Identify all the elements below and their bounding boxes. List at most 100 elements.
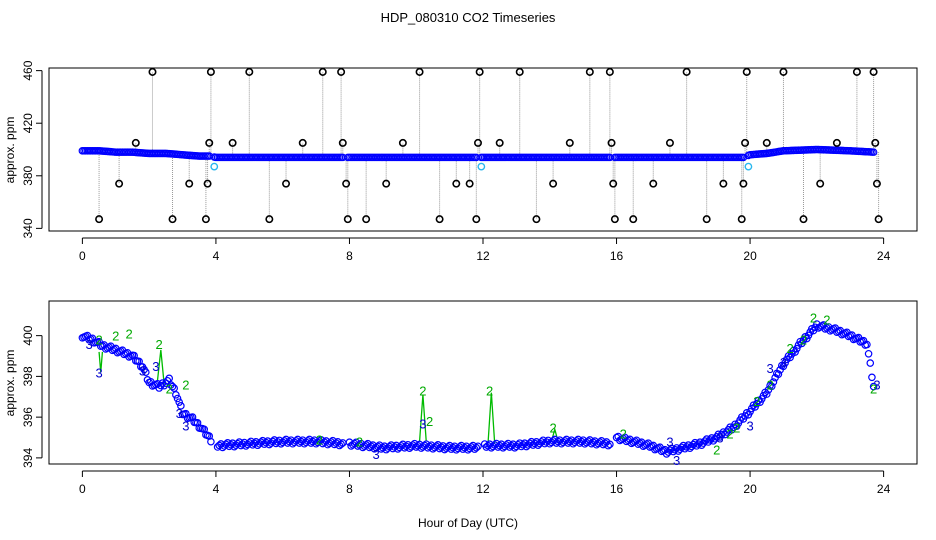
top-spike-point — [609, 179, 618, 188]
bottom-flag-2-label: 2 — [95, 333, 102, 348]
top-spike-point — [702, 215, 711, 224]
top-spike-point — [228, 138, 237, 147]
top-x-tick-label: 4 — [213, 249, 220, 263]
bottom-series-point — [762, 390, 771, 398]
top-x-tick-label: 16 — [610, 249, 624, 263]
top-spike-point — [318, 67, 327, 76]
top-spike-point — [95, 215, 104, 224]
bottom-x-tick-label: 4 — [213, 482, 220, 496]
top-cyan-point — [744, 162, 753, 171]
top-panel: 0 4 8 12 16 20 24 340 380 420 460 approx. ppm — [3, 60, 918, 263]
top-y-tick-label: 420 — [21, 113, 35, 133]
bottom-flag-2-label: 2 — [800, 333, 807, 348]
top-spike-point — [342, 179, 351, 188]
top-spike-point — [472, 215, 481, 224]
top-spike-point — [585, 67, 594, 76]
top-spike-point — [495, 138, 504, 147]
top-cyan-point — [477, 162, 486, 171]
bottom-flag-2-label: 2 — [426, 414, 433, 429]
top-spike-point — [610, 215, 619, 224]
bottom-axes: 0 4 8 12 16 20 24 394 396 398 400 — [21, 325, 891, 496]
bottom-x-tick-label: 0 — [79, 482, 86, 496]
top-spike-point — [665, 138, 674, 147]
top-y-tick-label: 340 — [21, 218, 35, 238]
top-x-tick-label: 20 — [743, 249, 757, 263]
bottom-flag-3-label: 3 — [152, 359, 159, 374]
bottom-series-point — [677, 443, 686, 452]
bottom-flag-3-label: 3 — [673, 453, 680, 468]
top-y-tick-label: 380 — [21, 165, 35, 185]
bottom-flag-2-label: 2 — [733, 420, 740, 435]
chart-title: HDP_080310 CO2 Timeseries — [381, 10, 556, 25]
bottom-flag-2-label: 2 — [112, 329, 119, 344]
bottom-flag-2-label: 2 — [713, 443, 720, 458]
top-spike-point — [549, 179, 558, 188]
top-spike-point — [265, 215, 274, 224]
top-y-tick-label: 460 — [21, 60, 35, 80]
top-spike-point — [415, 67, 424, 76]
top-spike-point — [362, 215, 371, 224]
top-spike-point — [629, 215, 638, 224]
top-spike-point — [872, 179, 881, 188]
bottom-flag-2-label: 2 — [316, 433, 323, 448]
bottom-flag-3-label: 3 — [182, 418, 189, 433]
top-spike-point — [475, 67, 484, 76]
bottom-series-point — [337, 440, 345, 449]
top-spike-point — [719, 179, 728, 188]
bottom-x-tick-label: 8 — [346, 482, 353, 496]
bottom-series-point — [731, 420, 739, 429]
bottom-series-point — [604, 441, 612, 450]
top-spike-point — [649, 179, 658, 188]
top-spike-point — [605, 67, 614, 76]
bottom-series-point — [173, 394, 182, 403]
top-spike-point — [799, 215, 808, 224]
top-x-tick-label: 12 — [476, 249, 490, 263]
top-spike-point — [465, 179, 474, 188]
top-spike-point — [168, 215, 177, 224]
bottom-flag-3-label: 3 — [746, 418, 753, 433]
bottom-flag-2-label: 2 — [126, 327, 133, 342]
bottom-series-point — [742, 409, 751, 417]
bottom-flag-2-label: 2 — [356, 435, 363, 450]
bottom-series-point — [130, 351, 138, 360]
bottom-plot-frame — [48, 300, 918, 465]
bottom-x-tick-label: 16 — [610, 482, 624, 496]
top-spike-point — [382, 179, 391, 188]
bottom-flag-2-label: 2 — [620, 426, 627, 441]
bottom-flag-2-label: 2 — [810, 310, 817, 325]
bottom-flag-3-label: 3 — [95, 365, 102, 380]
top-spike-point — [742, 67, 751, 76]
bottom-series-point — [142, 368, 150, 377]
bottom-series-point — [175, 398, 184, 406]
x-axis-label: Hour of Day (UTC) — [418, 516, 518, 530]
top-spike-point — [131, 138, 140, 147]
top-spike-point — [435, 215, 444, 224]
top-x-tick-label: 24 — [877, 249, 891, 263]
top-spike-point — [452, 179, 461, 188]
top-spike-point — [205, 138, 214, 147]
top-spike-point — [398, 138, 407, 147]
bottom-flag-2-label: 2 — [549, 420, 556, 435]
top-y-axis-label: approx. ppm — [3, 117, 17, 184]
bottom-green-spike-line — [487, 392, 496, 444]
bottom-y-axis-label: approx. ppm — [3, 350, 17, 417]
bottom-series-point — [706, 436, 714, 444]
top-series-point — [869, 148, 878, 156]
bottom-series-point — [767, 382, 776, 391]
bottom-y-tick-label: 398 — [21, 366, 35, 386]
bottom-series-point — [207, 437, 215, 446]
top-spike-point — [337, 67, 346, 76]
bottom-series-point — [694, 440, 703, 448]
bottom-green-spike-line — [418, 394, 427, 442]
bottom-flag-3-label: 3 — [176, 406, 183, 421]
top-spike-point — [515, 67, 524, 76]
bottom-y-tick-label: 394 — [21, 448, 35, 468]
bottom-series-point — [170, 384, 178, 393]
top-spike-point — [298, 138, 307, 147]
bottom-series-point — [172, 391, 180, 399]
top-spike-point — [832, 138, 841, 147]
top-spike-point — [871, 138, 880, 147]
bottom-x-tick-label: 24 — [877, 482, 891, 496]
bottom-series-point — [671, 445, 679, 454]
bottom-flag-3-label: 3 — [419, 416, 426, 431]
